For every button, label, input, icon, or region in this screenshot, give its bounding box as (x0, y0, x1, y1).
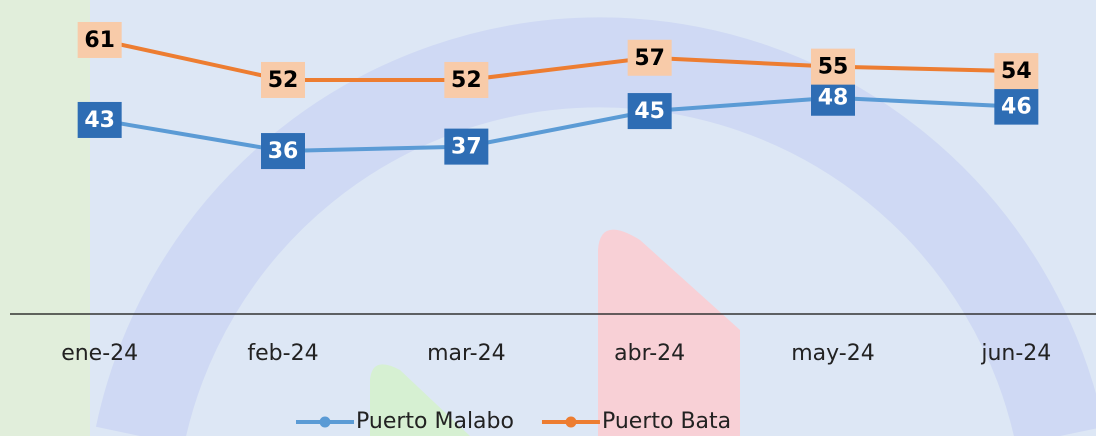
decor-strip (0, 0, 90, 436)
data-label-box (77, 21, 122, 58)
series-line (99, 95, 1017, 154)
data-label-box (811, 48, 855, 85)
data-label-box (77, 101, 122, 138)
data-label: 45 (634, 99, 665, 124)
decor-shape (598, 229, 740, 436)
data-label-box (444, 128, 489, 165)
data-label-box (994, 53, 1039, 90)
data-label-box (994, 88, 1039, 125)
x-tick-label: abr-24 (614, 341, 685, 366)
data-label-box (811, 79, 855, 116)
legend-label: Puerto Malabo (356, 409, 514, 434)
data-label: 55 (818, 55, 849, 80)
data-label-box (444, 61, 489, 98)
data-label: 37 (451, 135, 482, 160)
decor-shape (370, 364, 470, 436)
data-label: 61 (84, 28, 115, 53)
data-label: 36 (268, 139, 299, 164)
data-label: 46 (1001, 95, 1032, 120)
data-label: 52 (268, 68, 299, 93)
data-label-box (627, 93, 672, 130)
legend: Puerto Malabo Puerto Bata (296, 409, 731, 434)
plot: ene-24 feb-24 mar-24 abr-24 may-24 jun-24 43 36… (61, 21, 1051, 366)
x-tick-label: ene-24 (61, 341, 138, 366)
legend-marker (319, 416, 331, 428)
series-line (99, 38, 1017, 82)
data-label: 57 (634, 46, 665, 71)
data-label-box (627, 39, 672, 76)
data-label: 48 (818, 86, 849, 111)
data-label: 54 (1001, 59, 1032, 84)
data-label-box (261, 61, 305, 98)
x-tick-label: feb-24 (247, 341, 318, 366)
legend-label: Puerto Bata (602, 409, 731, 434)
x-tick-label: may-24 (791, 341, 874, 366)
data-label-box (261, 133, 305, 170)
legend-marker (565, 416, 577, 428)
x-tick-label: mar-24 (427, 341, 505, 366)
x-tick-label: jun-24 (980, 341, 1051, 366)
data-label: 52 (451, 68, 482, 93)
data-label: 43 (84, 108, 115, 133)
